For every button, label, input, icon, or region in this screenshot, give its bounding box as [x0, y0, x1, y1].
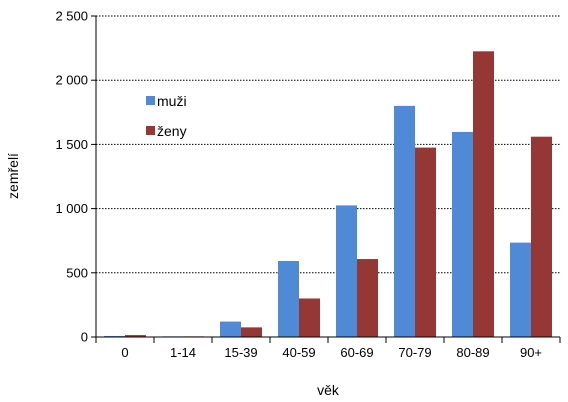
bar-muzi-2 — [220, 321, 241, 337]
bar-muzi-7 — [510, 242, 531, 337]
bar-zeny-7 — [531, 136, 552, 337]
y-tick-label: 0 — [81, 330, 88, 345]
legend-label-zeny: ženy — [157, 123, 187, 139]
bar-zeny-4 — [357, 259, 378, 337]
bars — [104, 51, 552, 338]
y-tick-label: 500 — [66, 265, 88, 280]
y-tick-label: 2 500 — [55, 9, 88, 24]
legend-swatch-zeny — [146, 126, 155, 135]
y-tick-labels: 0 500 1 000 1 500 2 000 2 500 — [55, 9, 96, 345]
x-axis-title: věk — [317, 382, 340, 398]
bar-muzi-5 — [394, 105, 415, 337]
bar-muzi-4 — [336, 205, 357, 337]
bar-muzi-0 — [104, 335, 125, 337]
y-tick-label: 1 000 — [55, 201, 88, 216]
legend-swatch-muzi — [146, 96, 155, 105]
gridlines — [96, 15, 560, 274]
bar-muzi-6 — [452, 131, 473, 337]
bar-zeny-0 — [125, 335, 146, 337]
x-tick-label: 15-39 — [224, 345, 257, 360]
x-tick-label: 70-79 — [398, 345, 431, 360]
y-tick-label: 1 500 — [55, 137, 88, 152]
x-tick-label: 1-14 — [170, 345, 196, 360]
legend: muži ženy — [146, 93, 187, 139]
x-tick-label: 90+ — [520, 345, 542, 360]
legend-label-muzi: muži — [157, 93, 187, 109]
y-axis-title: zemřelí — [5, 153, 21, 199]
x-tick-labels: 0 1-14 15-39 40-59 60-69 70-79 80-89 90+ — [95, 337, 561, 360]
x-tick-label: 40-59 — [282, 345, 315, 360]
x-tick-label: 60-69 — [340, 345, 373, 360]
bar-zeny-2 — [241, 327, 262, 337]
x-tick-label: 0 — [121, 345, 128, 360]
x-tick-label: 80-89 — [456, 345, 489, 360]
y-tick-label: 2 000 — [55, 73, 88, 88]
bar-zeny-3 — [299, 298, 320, 337]
bar-muzi-3 — [278, 260, 299, 337]
bar-zeny-5 — [415, 147, 436, 337]
bar-zeny-6 — [473, 51, 494, 338]
